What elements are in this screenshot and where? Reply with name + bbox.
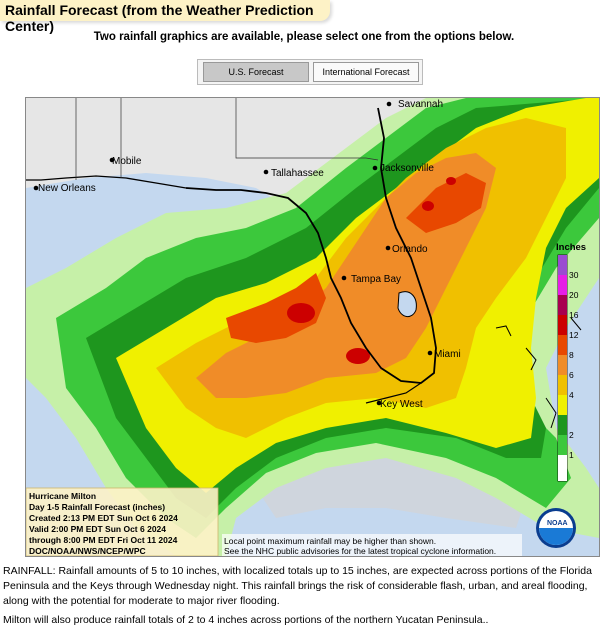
rain-max-red-1	[287, 303, 315, 323]
forecast-tab-bar: U.S. Forecast International Forecast	[197, 59, 423, 85]
rain-max-red-2	[346, 348, 370, 364]
svg-text:DOC/NOAA/NWS/NCEP/WPC: DOC/NOAA/NWS/NCEP/WPC	[29, 546, 146, 556]
yucatan-description: Milton will also produce rainfall totals…	[3, 614, 489, 626]
svg-text:2: 2	[569, 430, 574, 440]
rain-max-red-4	[446, 177, 456, 185]
svg-text:Day 1-5 Rainfall Forecast (inc: Day 1-5 Rainfall Forecast (inches)	[29, 502, 165, 512]
state-borders	[75, 98, 379, 180]
rainfall-forecast-map: Savannah Jacksonville Tallahassee Mobile…	[25, 97, 600, 557]
bahamas-islands	[495, 317, 582, 429]
city-label-jacksonville: Jacksonville	[380, 163, 434, 174]
rainfall-legend: Inches 30 20 16 12 8 6 4 2 1	[556, 242, 586, 482]
svg-text:Created 2:13 PM EDT Sun Oct 6: Created 2:13 PM EDT Sun Oct 6 2024	[29, 513, 178, 523]
rain-max-red-3	[422, 201, 434, 211]
map-disclaimer: Local point maximum rainfall may be high…	[222, 534, 522, 556]
svg-text:1: 1	[569, 450, 574, 460]
page-subtitle: Two rainfall graphics are available, ple…	[93, 31, 515, 43]
svg-text:20: 20	[569, 290, 579, 300]
city-label-miami: Miami	[434, 349, 461, 360]
svg-text:12: 12	[569, 330, 579, 340]
svg-text:Hurricane Milton: Hurricane Milton	[29, 491, 96, 501]
city-label-tallahassee: Tallahassee	[271, 168, 324, 179]
city-markers	[33, 101, 433, 406]
tab-international-forecast[interactable]: International Forecast	[313, 62, 419, 82]
tab-us-forecast[interactable]: U.S. Forecast	[203, 62, 309, 82]
svg-text:30: 30	[569, 270, 579, 280]
svg-text:Valid 2:00 PM EDT Sun Oct 6 20: Valid 2:00 PM EDT Sun Oct 6 2024	[29, 524, 166, 534]
svg-text:NOAA: NOAA	[547, 520, 568, 527]
title-banner: Rainfall Forecast (from the Weather Pred…	[0, 0, 330, 34]
svg-text:See the NHC public advisories: See the NHC public advisories for the la…	[224, 546, 496, 556]
svg-text:6: 6	[569, 370, 574, 380]
rain-band-dark-orange	[226, 273, 326, 343]
svg-text:Local point maximum rainfall m: Local point maximum rainfall may be high…	[224, 536, 436, 546]
svg-text:8: 8	[569, 350, 574, 360]
rainfall-description: RAINFALL: Rainfall amounts of 5 to 10 in…	[3, 565, 592, 607]
legend-title: Inches	[556, 242, 586, 253]
city-label-mobile: Mobile	[112, 156, 142, 167]
city-label-tampa-bay: Tampa Bay	[351, 274, 401, 285]
city-label-new-orleans: New Orleans	[38, 183, 96, 194]
forecast-info-box: Hurricane Milton Day 1-5 Rainfall Foreca…	[26, 487, 219, 556]
noaa-logo: NOAA	[536, 508, 576, 548]
svg-text:through 8:00 PM EDT Fri Oct 11: through 8:00 PM EDT Fri Oct 11 2024	[29, 535, 178, 545]
florida-keys	[365, 382, 422, 404]
lake-okeechobee	[397, 291, 417, 317]
page-title: Rainfall Forecast (from the Weather Pred…	[5, 2, 314, 34]
florida-coastline	[185, 107, 437, 384]
svg-text:4: 4	[569, 390, 574, 400]
rain-band-dark-orange-2	[406, 173, 486, 233]
city-label-savannah: Savannah	[398, 99, 443, 110]
svg-text:16: 16	[569, 310, 579, 320]
city-label-orlando: Orlando	[392, 244, 428, 255]
gulf-coastline	[26, 175, 187, 189]
city-label-key-west: Key West	[380, 399, 423, 410]
